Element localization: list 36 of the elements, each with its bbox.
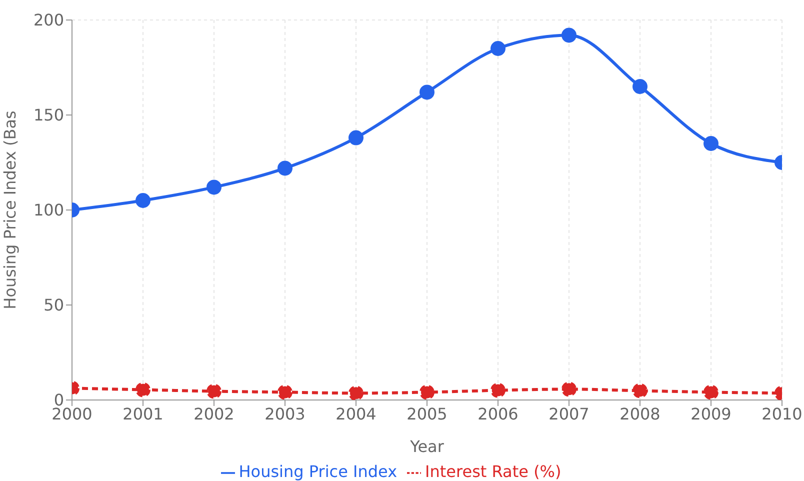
point (278, 384, 292, 400)
x-axis-title: Year (409, 437, 444, 456)
point (420, 84, 434, 100)
x-tick-label: 2010 (762, 404, 802, 424)
point (632, 383, 648, 398)
point (562, 382, 576, 397)
point (278, 160, 292, 176)
x-tick-label: 2008 (620, 404, 660, 424)
legend-label: Interest Rate (%) (425, 462, 562, 481)
x-tick-label: 2009 (690, 404, 732, 424)
point (420, 384, 434, 400)
point (704, 384, 718, 400)
x-tick-label: 2002 (194, 404, 234, 424)
point (136, 193, 150, 208)
point (348, 386, 364, 400)
x-tick-label: 2003 (264, 404, 306, 424)
y-tick-label: 150 (33, 106, 64, 125)
point (562, 28, 576, 43)
point (206, 384, 222, 399)
x-tick-label: 2001 (122, 404, 164, 424)
point (348, 130, 364, 146)
y-tick-label: 50 (44, 296, 64, 315)
point (490, 41, 506, 56)
x-tick-label: 2006 (478, 404, 518, 424)
point (206, 180, 222, 195)
point (490, 382, 506, 398)
point (632, 79, 648, 94)
x-tick-label: 2007 (548, 404, 590, 424)
y-tick-label: 100 (33, 200, 64, 220)
point (136, 382, 150, 398)
x-tick-label: 2005 (406, 404, 448, 424)
legend-label: Housing Price Index (238, 462, 398, 481)
y-axis-title: Housing Price Index (Bas (0, 110, 20, 310)
y-tick-label: 200 (33, 10, 64, 30)
point (704, 136, 718, 151)
x-tick-label: 2004 (336, 404, 376, 424)
